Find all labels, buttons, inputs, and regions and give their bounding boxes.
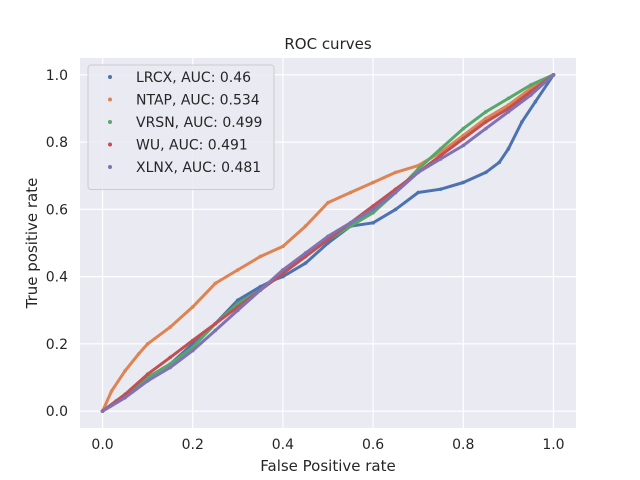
legend: LRCX, AUC: 0.46 NTAP, AUC: 0.534 VRSN, AUC… [87, 64, 275, 190]
data-point [520, 120, 524, 124]
data-point [281, 244, 285, 249]
y-tick-label: 1.0 [46, 68, 68, 84]
data-point [461, 180, 466, 185]
legend-entry: LRCX, AUC: 0.46 [136, 70, 251, 86]
data-point [371, 221, 375, 225]
legend-marker [108, 120, 112, 124]
data-point [497, 160, 502, 165]
data-point [461, 136, 466, 141]
data-point [461, 143, 466, 148]
data-point [258, 254, 263, 259]
data-point [123, 369, 127, 373]
data-point [236, 298, 240, 302]
data-point [438, 147, 443, 151]
data-point [213, 328, 218, 333]
data-point [213, 281, 218, 286]
data-point [190, 348, 195, 353]
legend-entry: XLNX, AUC: 0.481 [136, 160, 261, 176]
data-point [551, 73, 556, 77]
data-point [484, 170, 488, 175]
data-point [348, 221, 353, 225]
data-point [136, 352, 141, 356]
y-tick-label: 0.8 [46, 135, 68, 151]
data-point [236, 268, 240, 272]
data-point [213, 321, 218, 326]
y-tick-label: 0.0 [46, 404, 68, 420]
data-point [484, 110, 488, 114]
y-tick-label: 0.2 [46, 337, 68, 353]
data-point [533, 99, 538, 104]
x-tick-label: 0.6 [362, 437, 384, 453]
data-point [145, 342, 150, 346]
data-point [168, 365, 172, 370]
y-tick-label: 0.4 [46, 270, 68, 286]
x-tick-label: 1.0 [542, 437, 564, 453]
data-point [303, 261, 308, 265]
data-point [393, 207, 398, 212]
legend-marker [108, 75, 112, 79]
y-tick-label: 0.6 [46, 202, 68, 218]
chart-title: ROC curves [284, 35, 371, 53]
data-point [529, 93, 533, 97]
legend-entry: WU, AUC: 0.491 [136, 138, 248, 154]
series-4 [100, 73, 556, 413]
series-layer [100, 73, 556, 413]
data-point [506, 110, 511, 114]
data-point [371, 210, 375, 215]
data-point [236, 308, 240, 313]
x-tick-label: 0.2 [182, 437, 204, 453]
data-point [371, 180, 375, 185]
x-tick-label: 0.4 [272, 437, 294, 453]
data-point [123, 395, 127, 400]
x-axis-label: False Positive rate [260, 457, 395, 475]
data-point [168, 355, 172, 360]
data-point [303, 224, 308, 228]
x-tick-label: 0.0 [91, 437, 113, 453]
data-point [506, 96, 511, 101]
data-point [281, 268, 285, 272]
data-point [190, 338, 195, 343]
data-point [438, 187, 443, 191]
data-point [258, 288, 263, 292]
legend-marker [108, 142, 112, 147]
data-point [190, 305, 195, 309]
data-point [529, 83, 533, 87]
data-point [461, 126, 466, 131]
data-point [484, 126, 488, 131]
data-point [484, 116, 488, 121]
data-point [303, 251, 308, 255]
data-point [168, 325, 172, 329]
data-point [393, 170, 398, 175]
data-point [438, 153, 443, 158]
legend-entry: VRSN, AUC: 0.499 [136, 115, 262, 131]
data-point [371, 207, 375, 212]
data-point [348, 190, 353, 195]
legend-marker [108, 97, 112, 102]
data-point [326, 200, 330, 205]
data-point [416, 170, 420, 175]
legend-box [87, 64, 275, 190]
x-tick-labels: 0.0 0.2 0.4 0.6 0.8 1.0 [91, 437, 564, 453]
y-axis-label: True positive rate [23, 178, 41, 310]
data-point [109, 389, 114, 393]
data-point [506, 147, 511, 151]
grid [80, 58, 576, 428]
data-point [438, 157, 443, 161]
series-3 [100, 73, 556, 413]
y-tick-labels: 0.0 0.2 0.4 0.6 0.8 1.0 [46, 68, 68, 420]
x-tick-label: 0.8 [452, 437, 474, 453]
data-point [484, 120, 488, 124]
data-point [145, 372, 150, 376]
data-point [326, 234, 330, 239]
data-point [145, 379, 150, 383]
data-point [416, 190, 420, 195]
data-point [100, 409, 105, 413]
data-point [393, 190, 398, 195]
legend-entry: NTAP, AUC: 0.534 [136, 93, 260, 109]
legend-marker [108, 165, 112, 169]
